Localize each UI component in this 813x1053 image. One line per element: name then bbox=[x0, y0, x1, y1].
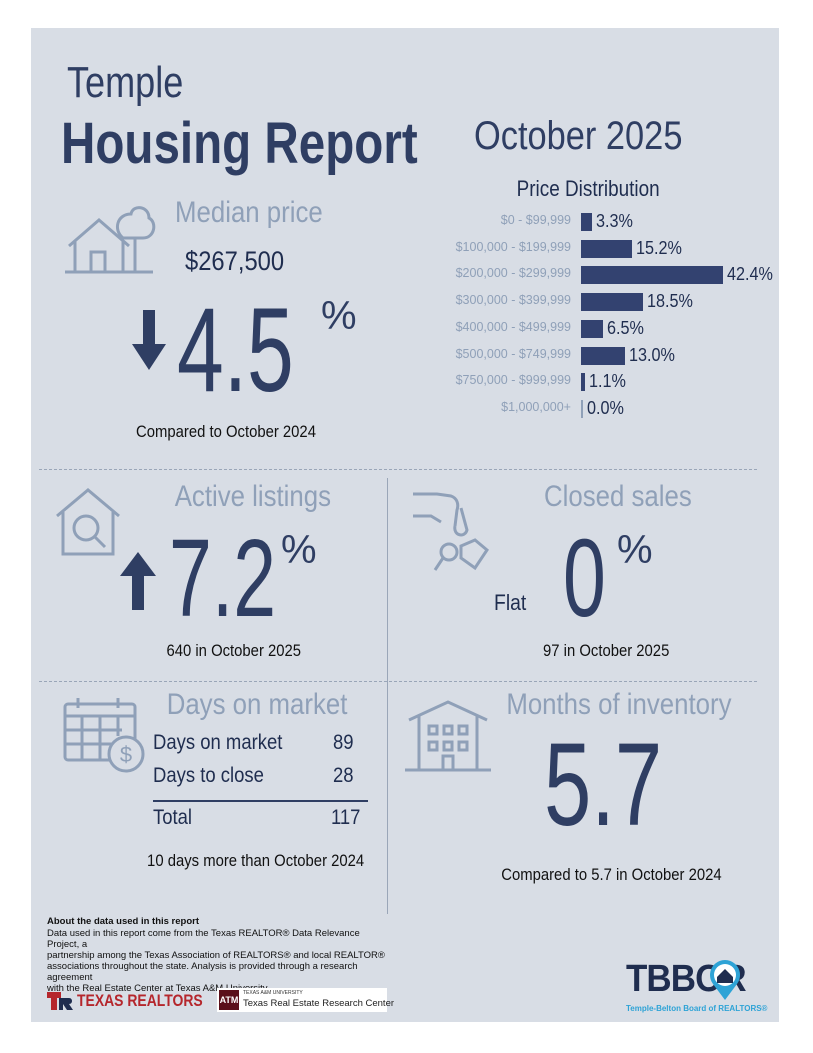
dom-row-label: Days on market bbox=[153, 731, 283, 754]
report-panel: Temple Housing Report October 2025 Media… bbox=[31, 28, 779, 1022]
dom-row-close: Days to close 28 bbox=[153, 764, 358, 790]
dom-row-total: Total 117 bbox=[153, 806, 361, 832]
about-text: Data used in this report come from the T… bbox=[47, 928, 387, 994]
price-range-label: $500,000 - $749,999 bbox=[455, 346, 571, 361]
price-distribution-row: $100,000 - $199,999 15.2% bbox=[381, 237, 801, 259]
months-inventory-note: Compared to 5.7 in October 2024 bbox=[501, 866, 722, 884]
months-inventory-value: 5.7 bbox=[544, 719, 663, 851]
days-on-market-note: 10 days more than October 2024 bbox=[147, 852, 365, 870]
tbbor-subtitle: Temple-Belton Board of REALTORS® bbox=[626, 1004, 768, 1013]
median-price-pct: % bbox=[321, 294, 357, 338]
texas-realtors-logo: TEXAS REALTORS bbox=[47, 990, 207, 1012]
price-bar-value: 1.1% bbox=[588, 371, 626, 392]
price-range-label: $0 - $99,999 bbox=[500, 213, 571, 227]
arrow-up-icon bbox=[120, 552, 156, 610]
active-listings-pct: % bbox=[281, 528, 317, 572]
report-title: Housing Report bbox=[61, 111, 418, 176]
price-bar-value: 42.4% bbox=[727, 264, 773, 285]
price-range-label: $200,000 - $299,999 bbox=[455, 266, 571, 281]
about-line: associations throughout the state. Analy… bbox=[47, 961, 358, 983]
tamu-center-text: Texas Real Estate Research Center bbox=[243, 998, 395, 1009]
vertical-divider bbox=[387, 478, 388, 914]
about-line: with the Real Estate Center at Texas A&M… bbox=[47, 983, 270, 994]
median-price-title: Median price bbox=[175, 196, 323, 229]
tamu-mark-icon: ATM bbox=[219, 990, 239, 1010]
price-range-label: $1,000,000+ bbox=[501, 399, 571, 414]
price-bar bbox=[581, 213, 593, 231]
divider-1 bbox=[39, 469, 757, 470]
about-line: Data used in this report come from the T… bbox=[47, 928, 360, 950]
price-bar bbox=[581, 373, 585, 392]
house-tree-icon bbox=[61, 200, 157, 278]
price-distribution-row: $300,000 - $399,999 18.5% bbox=[381, 291, 801, 312]
median-price-note: Compared to October 2024 bbox=[135, 423, 316, 441]
dom-total-value: 117 bbox=[331, 806, 361, 829]
price-bar bbox=[581, 266, 723, 285]
price-distribution-title: Price Distribution bbox=[516, 176, 660, 201]
price-range-label: $750,000 - $999,999 bbox=[455, 373, 571, 388]
price-bar bbox=[581, 239, 632, 258]
price-range-label: $100,000 - $199,999 bbox=[455, 239, 571, 254]
texas-realtors-text: TEXAS REALTORS bbox=[77, 991, 203, 1010]
svg-text:$: $ bbox=[120, 742, 132, 767]
months-inventory-title: Months of inventory bbox=[506, 688, 732, 721]
price-distribution-row: $750,000 - $999,999 1.1% bbox=[381, 371, 801, 392]
median-price-change: 4.5 bbox=[177, 283, 294, 417]
price-distribution-row: $200,000 - $299,999 42.4% bbox=[381, 264, 801, 285]
price-bar bbox=[581, 346, 625, 365]
closed-sales-pct: % bbox=[617, 528, 653, 572]
calendar-dollar-icon: $ bbox=[62, 696, 148, 774]
house-search-icon bbox=[53, 486, 123, 558]
active-listings-note: 640 in October 2025 bbox=[166, 642, 302, 660]
closed-sales-title: Closed sales bbox=[544, 480, 692, 513]
active-listings-title: Active listings bbox=[174, 480, 332, 513]
about-line: partnership among the Texas Association … bbox=[47, 950, 385, 961]
dom-total-rule bbox=[153, 800, 368, 802]
active-listings-change: 7.2 bbox=[169, 517, 277, 640]
closed-sales-change: 0 bbox=[563, 517, 606, 640]
tamu-logo: ATM TEXAS A&M UNIVERSITY Texas Real Esta… bbox=[217, 988, 394, 1012]
dom-total-label: Total bbox=[153, 806, 193, 829]
closed-sales-direction: Flat bbox=[494, 590, 527, 615]
price-bar-value: 6.5% bbox=[606, 317, 644, 338]
days-on-market-title: Days on market bbox=[166, 688, 348, 721]
price-bar-value: 15.2% bbox=[635, 237, 682, 258]
price-bar-value: 13.0% bbox=[628, 344, 675, 365]
price-bar-value: 18.5% bbox=[646, 291, 693, 312]
price-distribution-row: $400,000 - $499,999 6.5% bbox=[381, 317, 801, 339]
price-range-label: $400,000 - $499,999 bbox=[455, 319, 571, 334]
dom-row-value: 89 bbox=[333, 731, 354, 754]
price-distribution-row: $0 - $99,999 3.3% bbox=[381, 211, 801, 232]
dom-row-days: Days on market 89 bbox=[153, 731, 358, 757]
hand-key-icon bbox=[411, 486, 495, 576]
median-price-value: $267,500 bbox=[185, 246, 285, 276]
dom-row-label: Days to close bbox=[153, 764, 264, 787]
price-bar bbox=[581, 293, 643, 312]
price-bar bbox=[581, 319, 603, 338]
texas-realtors-mark-icon bbox=[47, 992, 73, 1010]
report-month: October 2025 bbox=[474, 114, 683, 158]
apartment-building-icon bbox=[403, 698, 493, 774]
price-bar bbox=[581, 399, 583, 418]
closed-sales-note: 97 in October 2025 bbox=[543, 642, 670, 660]
about-title: About the data used in this report bbox=[47, 916, 200, 927]
tbbor-logo: TBBOR Temple-Belton Board of REALTORS® bbox=[626, 958, 776, 1018]
arrow-down-icon bbox=[132, 310, 166, 370]
divider-2 bbox=[39, 681, 757, 682]
price-bar-value: 3.3% bbox=[596, 211, 633, 231]
tamu-small-text: TEXAS A&M UNIVERSITY bbox=[243, 990, 303, 996]
price-distribution-row: $500,000 - $749,999 13.0% bbox=[381, 344, 801, 366]
price-distribution-row: $1,000,000+ 0.0% bbox=[381, 397, 801, 419]
dom-row-value: 28 bbox=[333, 764, 354, 787]
city-title: Temple bbox=[67, 58, 184, 107]
price-range-label: $300,000 - $399,999 bbox=[455, 293, 571, 308]
price-bar-value: 0.0% bbox=[586, 397, 624, 418]
map-pin-house-icon bbox=[710, 960, 740, 1000]
